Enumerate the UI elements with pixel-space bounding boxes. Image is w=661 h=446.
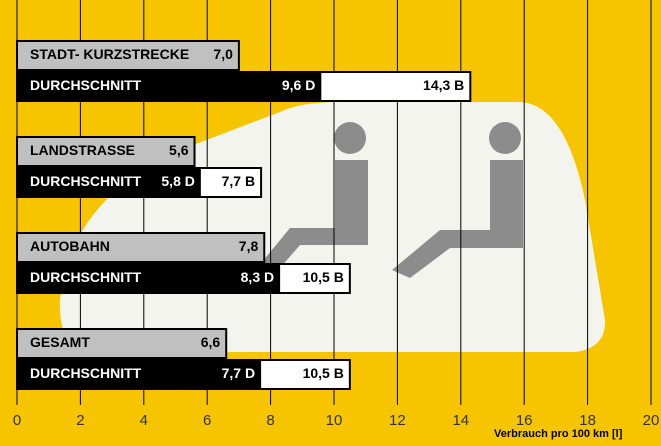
value-label: 9,6 D	[282, 77, 315, 93]
x-tick-label: 8	[266, 412, 274, 429]
category-label: LANDSTRASSE	[30, 142, 135, 158]
x-tick-label: 12	[389, 412, 406, 429]
chart: 0 2 4 6 8 10 12 14 16 18 20 Verbrauch pro 100 km [l…	[0, 0, 661, 446]
value-label: 10,5 B	[303, 365, 344, 381]
series-label: DURCHSCHNITT	[30, 173, 142, 189]
value-label: 14,3 B	[423, 77, 464, 93]
value-label: 7,0	[213, 46, 233, 62]
x-tick-label: 10	[326, 412, 343, 429]
value-label: 7,7 B	[222, 173, 255, 189]
value-label: 5,8 D	[161, 173, 194, 189]
series-label: DURCHSCHNITT	[30, 269, 142, 285]
value-label: 10,5 B	[303, 269, 344, 285]
x-tick-label: 18	[579, 412, 596, 429]
x-tick-label: 6	[203, 412, 211, 429]
x-tick-label: 20	[643, 412, 660, 429]
x-tick-label: 16	[516, 412, 533, 429]
value-label: 7,7 D	[222, 365, 255, 381]
value-label: 5,6	[169, 142, 189, 158]
x-tick-label: 14	[452, 412, 469, 429]
value-label: 8,3 D	[241, 269, 274, 285]
x-tick-label: 0	[13, 412, 21, 429]
series-label: DURCHSCHNITT	[30, 77, 142, 93]
category-label: STADT- KURZSTRECKE	[30, 46, 189, 62]
series-label: DURCHSCHNITT	[30, 365, 142, 381]
value-label: 7,8	[239, 238, 259, 254]
category-label: GESAMT	[30, 334, 90, 350]
value-label: 6,6	[201, 334, 221, 350]
x-tick-label: 2	[76, 412, 84, 429]
category-label: AUTOBAHN	[30, 238, 110, 254]
x-axis-label: Verbrauch pro 100 km [l]	[494, 428, 623, 440]
x-tick-label: 4	[140, 412, 148, 429]
